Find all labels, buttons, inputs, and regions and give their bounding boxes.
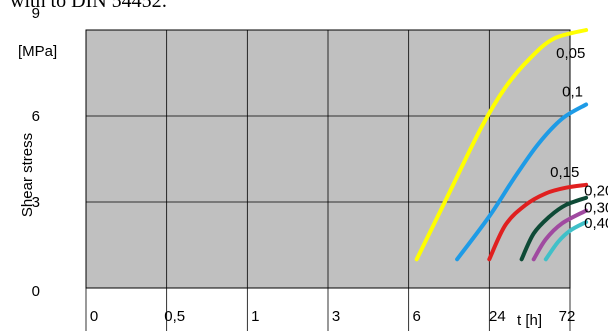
x-tick-label: 0: [90, 308, 98, 325]
y-tick-label: 3: [32, 194, 40, 211]
series-label: 0,15: [550, 164, 579, 181]
y-tick-label: 9: [32, 5, 40, 22]
series-line-0-1: [455, 102, 589, 262]
y-tick-label: 6: [32, 108, 40, 125]
x-axis-label: t [h]: [517, 312, 542, 329]
y-axis-label: Shear stress: [19, 133, 36, 217]
series-line-0-30: [531, 208, 589, 262]
series-label: 0,05: [556, 45, 585, 62]
series-labels: 0,05 0,1 0,15 0,200,300,40: [550, 45, 608, 232]
x-tick-label: 3: [332, 308, 340, 325]
x-tick-label: 0,5: [164, 308, 185, 325]
x-tick-label: 1: [251, 308, 259, 325]
series-line-0-40: [543, 220, 589, 262]
vertical-gridlines: [85, 30, 571, 331]
x-tick-labels: 0 0,5 1 3 6 24 72: [90, 308, 576, 325]
series-label: 0,40: [584, 215, 608, 232]
series-line-0-20: [519, 195, 589, 262]
series-label: 0,1: [562, 84, 583, 101]
x-tick-label: 6: [412, 308, 420, 325]
y-tick-labels: 0 3 6 9: [32, 5, 40, 300]
x-axis-label-background: [510, 310, 554, 331]
series-line-0-05: [414, 28, 589, 262]
y-tick-label: 0: [32, 283, 40, 300]
series-label: 0,20: [584, 183, 608, 200]
series-lines: [414, 28, 589, 262]
y-axis-unit: [MPa]: [18, 43, 57, 60]
caption-fragment: with to DIN 54452:: [10, 0, 168, 12]
x-tick-label: 24: [489, 308, 506, 325]
series-label: 0,30: [584, 200, 608, 217]
series-line-0-15: [487, 182, 589, 262]
x-tick-label: 72: [559, 308, 576, 325]
